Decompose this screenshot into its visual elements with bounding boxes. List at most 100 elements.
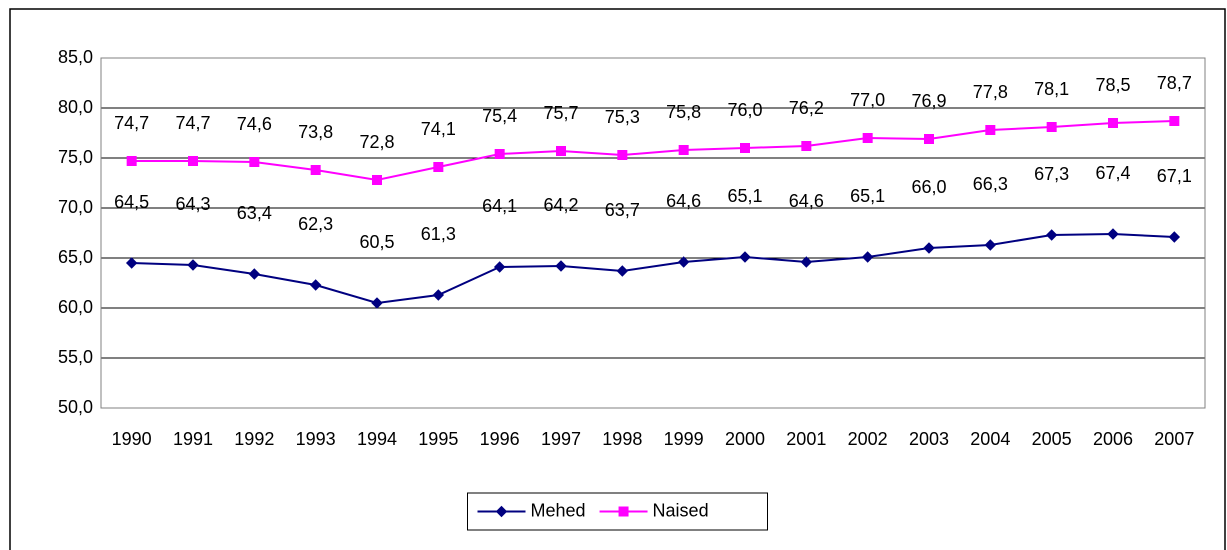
y-tick-label: 55,0 (58, 347, 93, 367)
data-label: 65,1 (850, 186, 885, 206)
data-label: 78,5 (1095, 75, 1130, 95)
point (677, 256, 690, 268)
data-label: 67,1 (1157, 166, 1192, 186)
point (371, 297, 383, 309)
point (494, 149, 505, 159)
y-tick-label: 75,0 (58, 147, 93, 167)
data-label: 63,7 (605, 200, 640, 220)
point (1107, 228, 1119, 240)
data-label: 74,7 (175, 113, 210, 133)
data-label: 76,0 (727, 100, 762, 120)
legend-label: Mehed (531, 500, 586, 520)
point (984, 239, 997, 251)
point (433, 162, 444, 172)
series-line (131, 120, 1175, 182)
x-tick-label: 1991 (173, 429, 213, 449)
data-label: 74,6 (237, 114, 272, 134)
point (985, 125, 996, 135)
y-tick-label: 50,0 (58, 397, 93, 417)
point (372, 175, 382, 185)
point (924, 134, 934, 144)
data-label: 78,7 (1157, 73, 1192, 93)
point (740, 143, 750, 153)
point (309, 279, 322, 291)
y-tick-label: 60,0 (58, 297, 93, 317)
point (1045, 229, 1058, 241)
plot-border (100, 57, 1206, 409)
data-label: 76,2 (789, 98, 824, 118)
point (678, 145, 689, 155)
data-label: 61,3 (421, 224, 456, 244)
y-tick-label: 70,0 (58, 197, 93, 217)
data-label: 75,8 (666, 102, 701, 122)
x-tick-label: 2002 (848, 429, 888, 449)
data-label: 76,9 (911, 91, 946, 111)
point (187, 259, 199, 271)
data-label: 64,1 (482, 196, 517, 216)
point (556, 146, 566, 156)
point (248, 268, 261, 280)
data-label: 73,8 (298, 122, 333, 142)
data-label: 64,6 (666, 191, 701, 211)
x-tick-label: 2001 (786, 429, 826, 449)
point (555, 260, 567, 272)
point (125, 257, 138, 269)
x-tick-label: 2006 (1093, 429, 1133, 449)
data-label: 60,5 (359, 232, 394, 252)
x-tick-label: 1992 (234, 429, 274, 449)
data-label: 74,7 (114, 113, 149, 133)
data-label: 64,6 (789, 191, 824, 211)
x-tick-label: 1995 (418, 429, 458, 449)
x-tick-label: 2003 (909, 429, 949, 449)
point (801, 141, 812, 151)
data-label: 78,1 (1034, 79, 1069, 99)
point (1108, 118, 1118, 128)
chart-border (9, 8, 1226, 550)
x-tick-label: 2004 (970, 429, 1010, 449)
data-label: 75,3 (605, 107, 640, 127)
legend-label: Naised (653, 500, 709, 520)
point (188, 156, 198, 166)
point (126, 156, 137, 166)
point (923, 242, 935, 254)
x-tick-label: 1998 (602, 429, 642, 449)
data-label: 65,1 (727, 186, 762, 206)
data-label: 64,5 (114, 192, 149, 212)
legend-marker (618, 506, 629, 517)
point (617, 150, 628, 160)
legend-marker (495, 505, 508, 518)
x-tick-label: 2005 (1032, 429, 1072, 449)
series-line (131, 232, 1175, 305)
data-label: 67,3 (1034, 164, 1069, 184)
y-tick-label: 80,0 (58, 97, 93, 117)
x-tick-label: 2007 (1154, 429, 1194, 449)
data-label: 72,8 (359, 132, 394, 152)
point (1046, 122, 1057, 132)
point (249, 157, 260, 167)
x-tick-label: 1990 (112, 429, 152, 449)
data-label: 66,0 (911, 177, 946, 197)
x-tick-label: 1997 (541, 429, 581, 449)
point (493, 261, 506, 273)
point (310, 165, 321, 175)
data-label: 75,7 (543, 103, 578, 123)
data-label: 66,3 (973, 174, 1008, 194)
x-tick-label: 1994 (357, 429, 397, 449)
point (800, 256, 813, 268)
y-tick-label: 85,0 (58, 47, 93, 67)
data-label: 74,1 (421, 119, 456, 139)
data-label: 67,4 (1095, 163, 1130, 183)
data-label: 77,8 (973, 82, 1008, 102)
point (861, 251, 874, 263)
point (739, 251, 751, 263)
data-label: 64,2 (543, 195, 578, 215)
x-tick-label: 2000 (725, 429, 765, 449)
x-tick-label: 1993 (296, 429, 336, 449)
point (616, 265, 629, 277)
data-label: 64,3 (175, 194, 210, 214)
data-label: 62,3 (298, 214, 333, 234)
point (432, 289, 445, 301)
data-label: 75,4 (482, 106, 517, 126)
y-tick-label: 65,0 (58, 247, 93, 267)
